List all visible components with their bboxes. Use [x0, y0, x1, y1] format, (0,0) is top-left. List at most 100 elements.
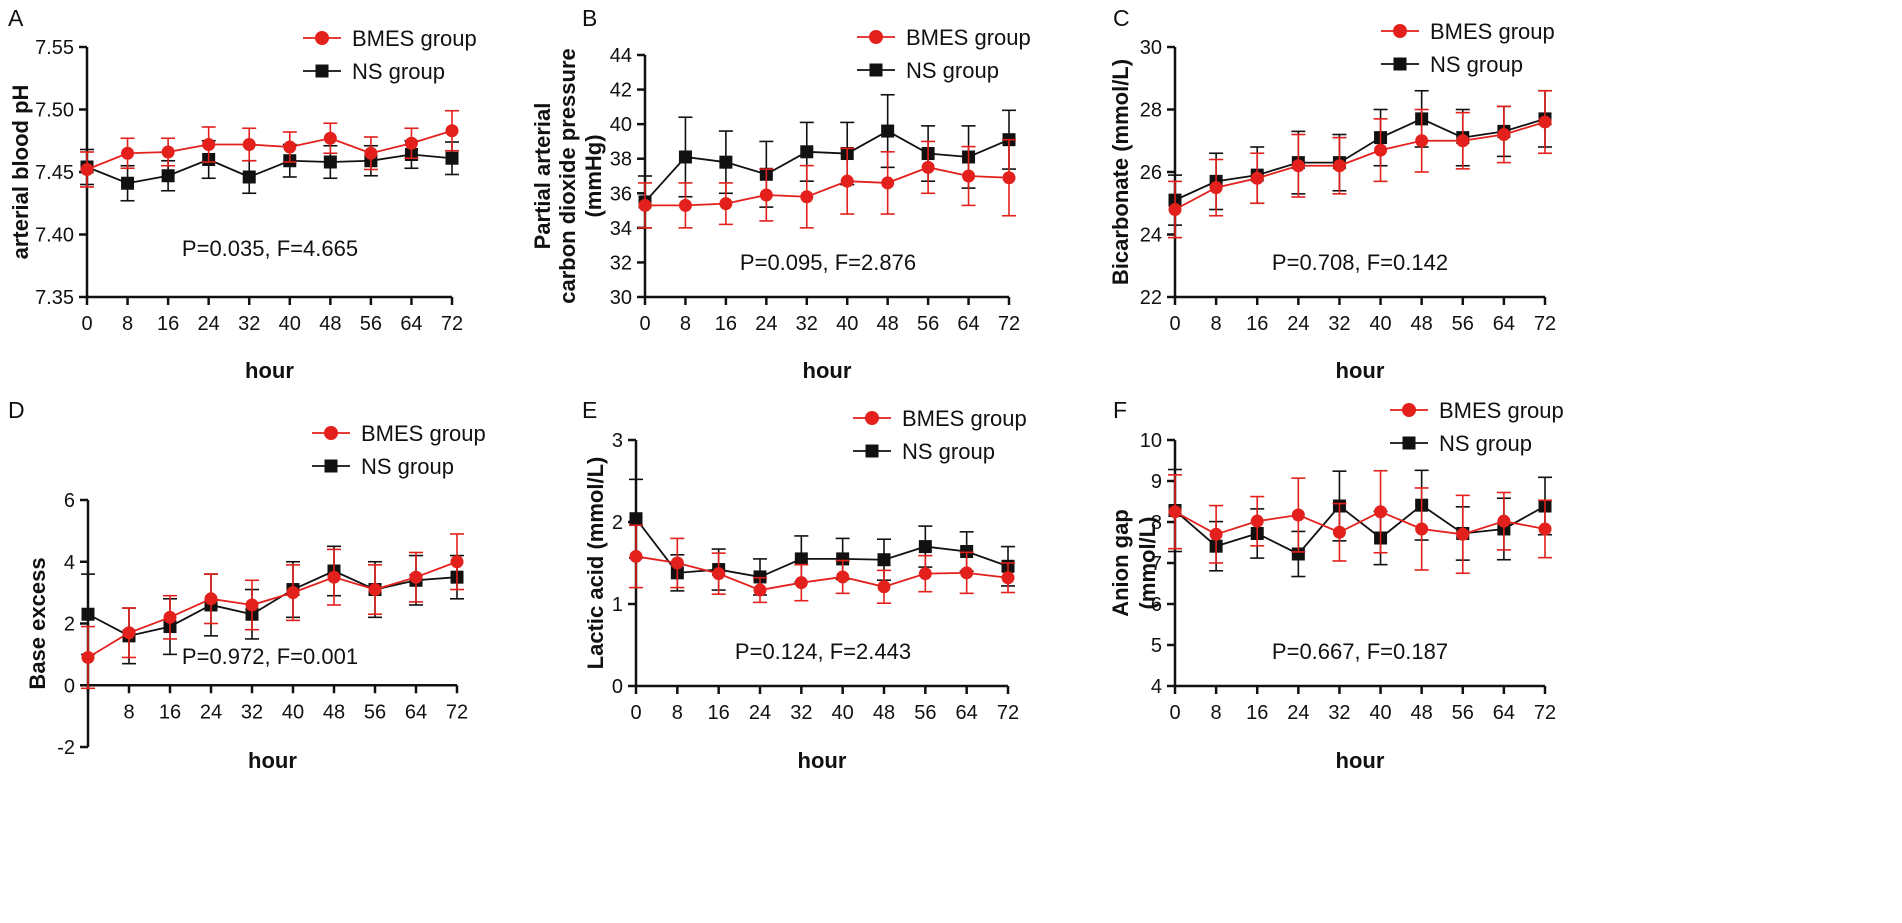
y-tick-label: 9 — [1151, 471, 1162, 493]
y-tick-label: -2 — [57, 737, 75, 759]
x-tick-label: 24 — [1287, 313, 1309, 335]
panel-letter: C — [1113, 5, 1130, 31]
data-point — [323, 155, 337, 169]
x-tick-label: 32 — [238, 313, 260, 335]
legend-marker — [324, 426, 338, 440]
data-point — [960, 545, 974, 559]
y-axis-title: Lactic acid (mmol/L) — [583, 457, 608, 670]
legend-label: NS group — [1430, 52, 1523, 77]
x-axis-title: hour — [248, 748, 297, 773]
data-point — [719, 155, 733, 169]
data-point — [327, 570, 341, 584]
data-point — [122, 626, 136, 640]
y-tick-label: 22 — [1140, 287, 1162, 309]
series-line — [87, 570, 458, 637]
x-tick-label: 64 — [1493, 313, 1515, 335]
y-tick-label: 2 — [64, 614, 75, 636]
y-tick-label: 40 — [610, 114, 632, 136]
legend-marker — [865, 444, 879, 458]
data-point — [1497, 514, 1511, 528]
series-line — [645, 166, 1010, 207]
data-point — [1456, 134, 1470, 148]
legend-marker — [315, 64, 329, 78]
y-tick-label: 0 — [612, 676, 623, 698]
x-tick-label: 24 — [755, 313, 777, 335]
data-point — [1250, 514, 1264, 528]
series-line — [1174, 117, 1546, 201]
x-tick-label: 56 — [1452, 702, 1474, 724]
data-point — [1538, 115, 1552, 129]
data-point — [1415, 134, 1429, 148]
x-axis-title: hour — [245, 358, 294, 383]
series-line — [644, 130, 1010, 203]
data-point — [1456, 527, 1470, 541]
x-tick-label: 32 — [790, 702, 812, 724]
x-tick-label: 16 — [715, 313, 737, 335]
y-tick-label: 3 — [612, 430, 623, 452]
y-tick-label: 7.50 — [35, 100, 74, 122]
x-tick-label: 56 — [914, 702, 936, 724]
legend: BMES group NS group — [857, 25, 1031, 83]
stat-annotation: P=0.124, F=2.443 — [735, 639, 911, 664]
y-tick-label: 42 — [610, 80, 632, 102]
x-tick-label: 48 — [877, 313, 899, 335]
data-point — [81, 650, 95, 664]
data-point — [1374, 505, 1388, 519]
data-point — [1209, 527, 1223, 541]
x-tick-label: 24 — [198, 313, 220, 335]
data-point — [638, 198, 652, 212]
panel-letter: E — [582, 397, 597, 423]
x-tick-label: 40 — [282, 701, 304, 723]
legend-marker — [1402, 403, 1416, 417]
panel-letter: B — [582, 5, 597, 31]
y-tick-label: 5 — [1151, 635, 1162, 657]
y-tick-label: 7 — [1151, 553, 1162, 575]
data-point — [1168, 505, 1182, 519]
data-point — [286, 586, 300, 600]
y-axis-title: (mmol/L) — [1135, 517, 1160, 610]
data-point — [719, 197, 733, 211]
data-point — [202, 138, 216, 151]
legend-marker — [324, 459, 338, 473]
x-tick-label: 40 — [836, 313, 858, 335]
y-axis-title: Base excess — [25, 557, 50, 689]
legend-label: BMES group — [352, 26, 477, 51]
x-tick-label: 72 — [997, 702, 1019, 724]
y-tick-label: 28 — [1140, 100, 1162, 122]
data-point — [161, 145, 175, 159]
y-tick-label: 6 — [1151, 594, 1162, 616]
data-point — [877, 580, 891, 594]
legend-marker — [869, 30, 883, 44]
x-tick-label: 0 — [1169, 702, 1180, 724]
data-point — [753, 583, 767, 597]
x-tick-label: 64 — [1493, 702, 1515, 724]
x-tick-label: 72 — [441, 313, 463, 335]
data-point — [163, 610, 177, 624]
y-tick-label: 1 — [612, 594, 623, 616]
legend: BMES group NS group — [1390, 398, 1564, 456]
series-line — [1174, 121, 1546, 211]
x-tick-label: 64 — [405, 701, 427, 723]
series-bmes — [80, 109, 459, 188]
data-point — [753, 570, 767, 584]
data-point — [1291, 547, 1305, 561]
x-tick-label: 16 — [1246, 313, 1268, 335]
legend: BMES group NS group — [1381, 19, 1555, 77]
data-point — [918, 540, 932, 554]
x-tick-label: 0 — [630, 702, 641, 724]
data-point — [121, 146, 135, 160]
legend-marker — [1393, 57, 1407, 71]
data-point — [629, 512, 643, 526]
series-bmes — [1168, 89, 1552, 239]
y-tick-label: 7.55 — [35, 37, 74, 59]
panel-a: A 7.35 7.40 7.45 7.50 7.55 0 8 16 24 32 40 48 56 64 72 h… — [8, 5, 477, 383]
x-tick-label: 40 — [279, 313, 301, 335]
x-axis-title: hour — [1336, 358, 1385, 383]
data-point — [1538, 522, 1552, 536]
data-point — [1291, 508, 1305, 522]
legend-label: NS group — [906, 58, 999, 83]
data-point — [921, 160, 935, 174]
data-point — [881, 124, 895, 138]
data-point — [445, 151, 459, 165]
panel-e: E 0 1 2 3 0 8 16 24 32 40 48 56 64 72 hour Lactic acid (… — [582, 397, 1027, 773]
